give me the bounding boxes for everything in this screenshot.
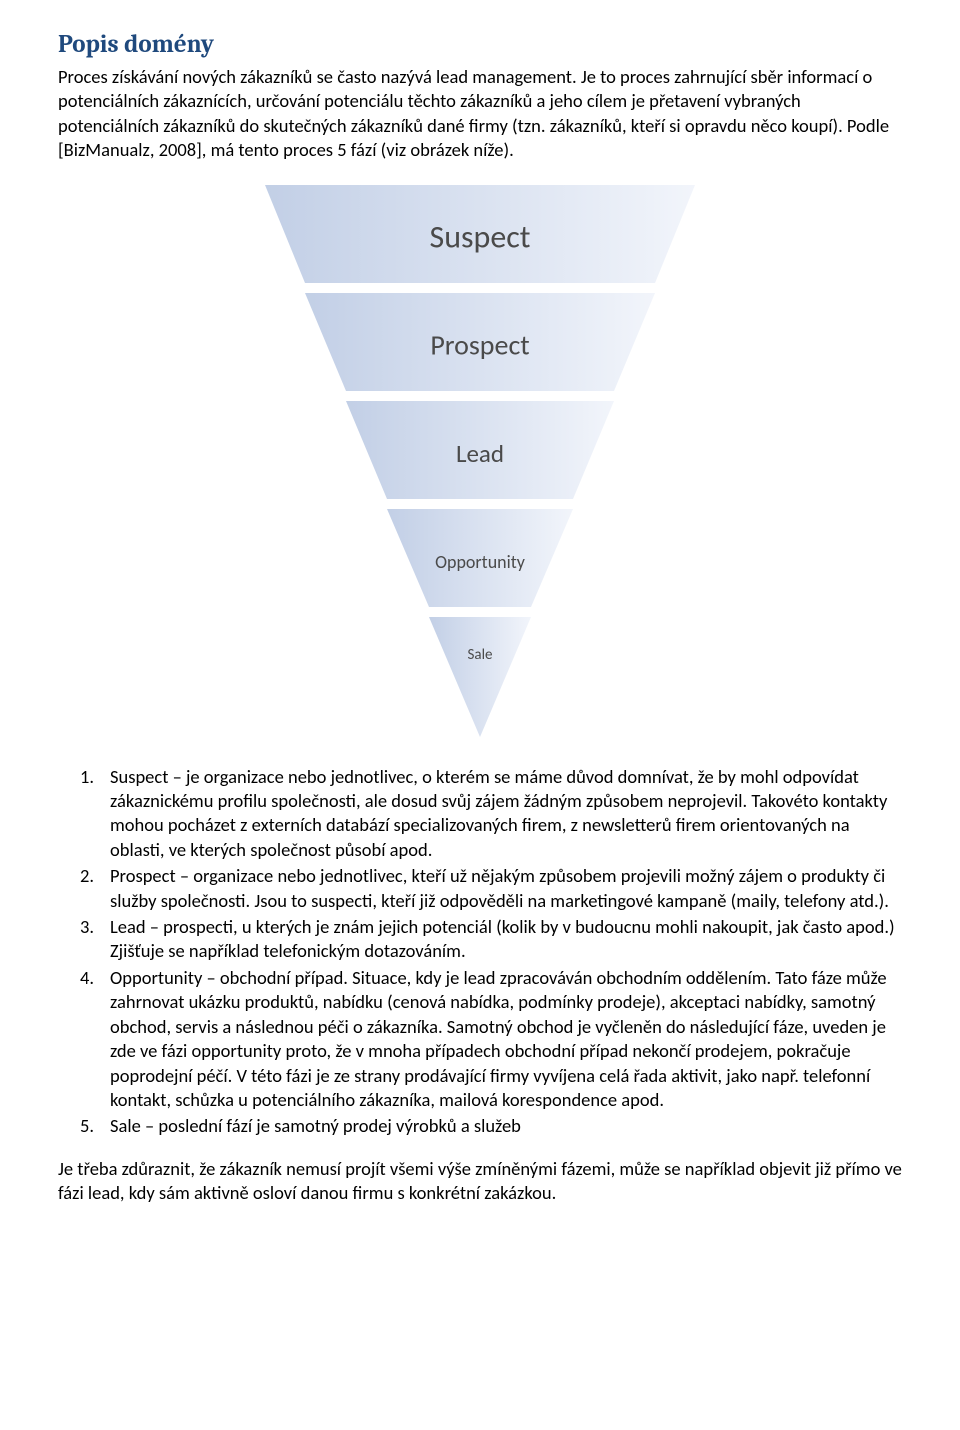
funnel-diagram: Suspect Prospect Lead Opportunity Sale (58, 185, 902, 737)
funnel-svg: Suspect Prospect Lead Opportunity Sale (265, 185, 695, 737)
list-item-text: Opportunity – obchodní případ. Situace, … (110, 966, 887, 1111)
funnel-stage-label: Lead (456, 437, 504, 468)
funnel-stage-label: Opportunity (435, 551, 526, 573)
list-item: 5.Sale – poslední fází je samotný prodej… (110, 1114, 902, 1138)
funnel-stage-label: Suspect (429, 217, 530, 256)
funnel-stage-shape (429, 617, 531, 737)
list-item-text: Lead – prospecti, u kterých je znám jeji… (110, 915, 895, 962)
list-item-text: Prospect – organizace nebo jednotlivec, … (110, 864, 889, 911)
closing-paragraph: Je třeba zdůraznit, že zákazník nemusí p… (58, 1157, 902, 1206)
list-item-text: Sale – poslední fází je samotný prodej v… (110, 1114, 521, 1137)
list-item-text: Suspect – je organizace nebo jednotlivec… (110, 765, 887, 861)
funnel-stage-label: Sale (468, 646, 493, 664)
list-item-number: 5. (80, 1114, 94, 1138)
list-item-number: 1. (80, 765, 94, 789)
list-item-number: 2. (80, 864, 94, 888)
intro-paragraph: Proces získávání nových zákazníků se čas… (58, 65, 902, 163)
section-heading: Popis domény (58, 28, 902, 61)
funnel-stage-label: Prospect (430, 327, 529, 362)
list-item-number: 4. (80, 966, 94, 990)
stage-list: 1. Suspect – je organizace nebo jednotliv… (58, 765, 902, 1139)
list-item-number: 3. (80, 915, 94, 939)
list-item: 2.Prospect – organizace nebo jednotlivec… (110, 864, 902, 913)
list-item: 1.Suspect – je organizace nebo jednotliv… (110, 765, 902, 863)
list-item: 3.Lead – prospecti, u kterých je znám je… (110, 915, 902, 964)
list-item: 4.Opportunity – obchodní případ. Situace… (110, 966, 902, 1112)
